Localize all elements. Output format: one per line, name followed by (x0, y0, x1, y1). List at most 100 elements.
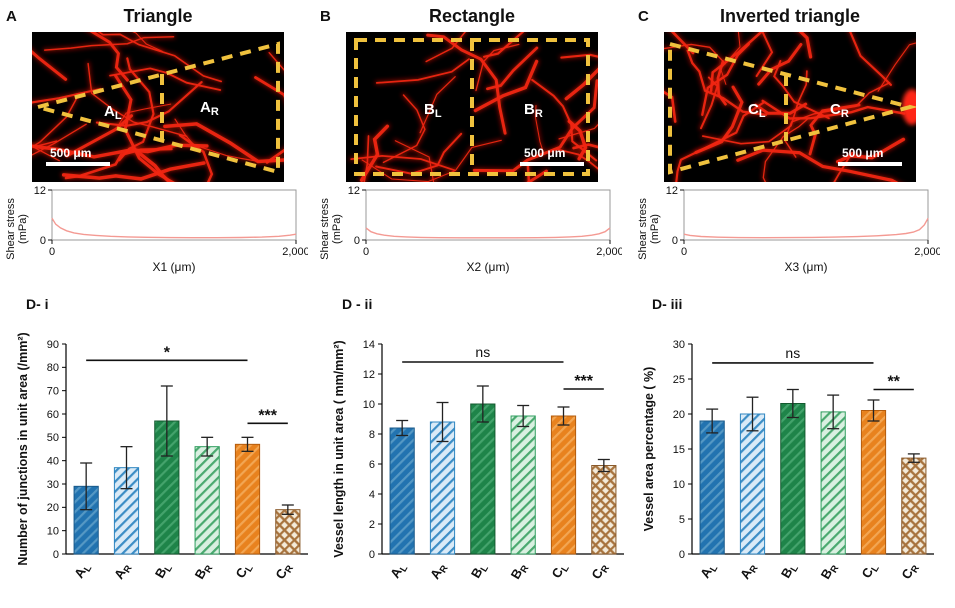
svg-text:CL: CL (859, 560, 882, 582)
panel-d-iii: D- iii 0 5 10 15 20 25 30 AL AR BL BR CL CR ns ** Vesse… (640, 296, 942, 606)
svg-text:BR: BR (508, 560, 532, 583)
svg-text:CL: CL (549, 560, 572, 582)
svg-text:90: 90 (47, 339, 59, 351)
svg-text:CR: CR (272, 560, 296, 583)
svg-text:*: * (164, 344, 171, 361)
svg-text:BR: BR (818, 560, 842, 583)
svg-text:25: 25 (673, 374, 685, 386)
bar-chart-junctions: 0 10 20 30 40 50 60 70 80 90 AL AR BL BR CL CR * *** Numbe… (14, 314, 316, 606)
line-chart-svg: 0 12 0 2,000 X3 (μm) Shear stress(mPa) (637, 185, 940, 274)
svg-text:500 μm: 500 μm (524, 146, 565, 160)
svg-text:ns: ns (785, 345, 800, 361)
panel-header-a: A Triangle (4, 6, 312, 32)
svg-text:500 μm: 500 μm (842, 146, 883, 160)
svg-text:Shear stress(mPa): Shear stress(mPa) (5, 198, 29, 260)
svg-text:AL: AL (697, 560, 720, 582)
bar-chart-svg: 0 2 4 6 8 10 12 14 AL AR BL BR CL CR ns *** Vessel lengt… (332, 339, 624, 583)
panel-d-ii: D - ii 0 2 4 6 8 10 12 14 AL AR BL BR CL CR ns *** Vesse… (330, 296, 632, 606)
svg-text:2,000: 2,000 (596, 246, 622, 258)
svg-text:Shear stress(mPa): Shear stress(mPa) (319, 198, 343, 260)
svg-text:X2 (μm): X2 (μm) (467, 260, 510, 274)
svg-text:0: 0 (363, 246, 369, 258)
panel-title-rectangle: Rectangle (428, 6, 516, 26)
line-chart-svg: 0 12 0 2,000 X1 (μm) Shear stress(mPa) (5, 185, 308, 274)
line-chart-svg: 0 12 0 2,000 X2 (μm) Shear stress(mPa) (319, 185, 622, 274)
svg-text:2: 2 (369, 519, 375, 531)
svg-text:2,000: 2,000 (914, 246, 940, 258)
svg-text:AL: AL (71, 560, 94, 582)
svg-text:***: *** (574, 373, 593, 390)
svg-text:12: 12 (363, 369, 375, 381)
panel-d-i: D- i 0 10 20 30 40 50 60 70 80 90 AL AR BL BR CL CR * ***… (14, 296, 316, 606)
svg-text:10: 10 (47, 526, 59, 538)
microscopy-image-inverted-triangle: CL CR 500 μm (664, 32, 916, 182)
panel-letter-b: B (320, 8, 331, 25)
svg-text:0: 0 (354, 235, 360, 247)
svg-text:X1 (μm): X1 (μm) (153, 260, 196, 274)
svg-text:30: 30 (673, 339, 685, 351)
shear-stress-plot-x2: 0 12 0 2,000 X2 (μm) Shear stress(mPa) (318, 184, 626, 274)
panel-letter-d-iii: D- iii (652, 296, 683, 312)
svg-text:12: 12 (348, 185, 360, 197)
svg-text:Number of junctions in unit ar: Number of junctions in unit area (/mm²) (16, 332, 30, 565)
svg-text:14: 14 (363, 339, 375, 351)
svg-text:500 μm: 500 μm (50, 146, 91, 160)
svg-text:8: 8 (369, 429, 375, 441)
svg-text:15: 15 (673, 444, 685, 456)
panel-letter-d-ii: D - ii (342, 296, 373, 312)
svg-text:20: 20 (47, 502, 59, 514)
svg-text:50: 50 (47, 432, 59, 444)
svg-text:BL: BL (152, 560, 175, 582)
panel-triangle: A Triangle AL AR 500 μm 0 12 0 2,000 X1 (μm) Sh… (4, 6, 312, 274)
panel-letter-c: C (638, 8, 649, 25)
panel-rectangle: B Rectangle BL BR 500 μm 0 12 0 2,000 X2 (μm) S… (318, 6, 626, 274)
svg-text:Vessel area percentage ( %): Vessel area percentage ( %) (642, 367, 656, 532)
svg-text:***: *** (258, 407, 277, 424)
panel-header-b: B Rectangle (318, 6, 626, 32)
shear-stress-plot-x1: 0 12 0 2,000 X1 (μm) Shear stress(mPa) (4, 184, 312, 274)
svg-text:X3 (μm): X3 (μm) (785, 260, 828, 274)
microscopy-image-triangle: AL AR 500 μm (32, 32, 284, 182)
panel-letter-a: A (6, 8, 17, 25)
svg-text:AL: AL (387, 560, 410, 582)
svg-text:AR: AR (111, 560, 135, 583)
panel-header-c: C Inverted triangle (636, 6, 944, 32)
bar-chart-vessel-area: 0 5 10 15 20 25 30 AL AR BL BR CL CR ns ** Vessel area … (640, 314, 942, 606)
svg-text:4: 4 (369, 489, 375, 501)
svg-text:80: 80 (47, 362, 59, 374)
bar-chart-svg: 0 5 10 15 20 25 30 AL AR BL BR CL CR ns ** Vessel area … (642, 339, 934, 583)
svg-text:6: 6 (369, 459, 375, 471)
svg-text:5: 5 (679, 514, 685, 526)
bar-chart-vessel-length: 0 2 4 6 8 10 12 14 AL AR BL BR CL CR ns *** Vessel lengt… (330, 314, 632, 606)
svg-text:60: 60 (47, 409, 59, 421)
svg-text:ns: ns (475, 344, 490, 360)
svg-text:40: 40 (47, 456, 59, 468)
svg-text:BL: BL (468, 560, 491, 582)
svg-text:CL: CL (233, 560, 256, 582)
svg-text:10: 10 (363, 399, 375, 411)
svg-text:Vessel length in unit area ( m: Vessel length in unit area ( mm/mm²) (332, 340, 346, 557)
svg-text:2,000: 2,000 (282, 246, 308, 258)
svg-text:70: 70 (47, 386, 59, 398)
panel-letter-d-i: D- i (26, 296, 49, 312)
svg-text:BL: BL (778, 560, 801, 582)
svg-text:0: 0 (369, 549, 375, 561)
svg-text:10: 10 (673, 479, 685, 491)
svg-text:0: 0 (681, 246, 687, 258)
microscopy-image-rectangle: BL BR 500 μm (346, 32, 598, 182)
svg-text:30: 30 (47, 479, 59, 491)
svg-text:0: 0 (49, 246, 55, 258)
svg-text:0: 0 (40, 235, 46, 247)
svg-text:0: 0 (679, 549, 685, 561)
svg-text:12: 12 (34, 185, 46, 197)
shear-stress-plot-x3: 0 12 0 2,000 X3 (μm) Shear stress(mPa) (636, 184, 944, 274)
svg-text:12: 12 (666, 185, 678, 197)
svg-text:**: ** (887, 374, 900, 391)
panel-title-triangle: Triangle (123, 6, 193, 26)
svg-text:0: 0 (672, 235, 678, 247)
